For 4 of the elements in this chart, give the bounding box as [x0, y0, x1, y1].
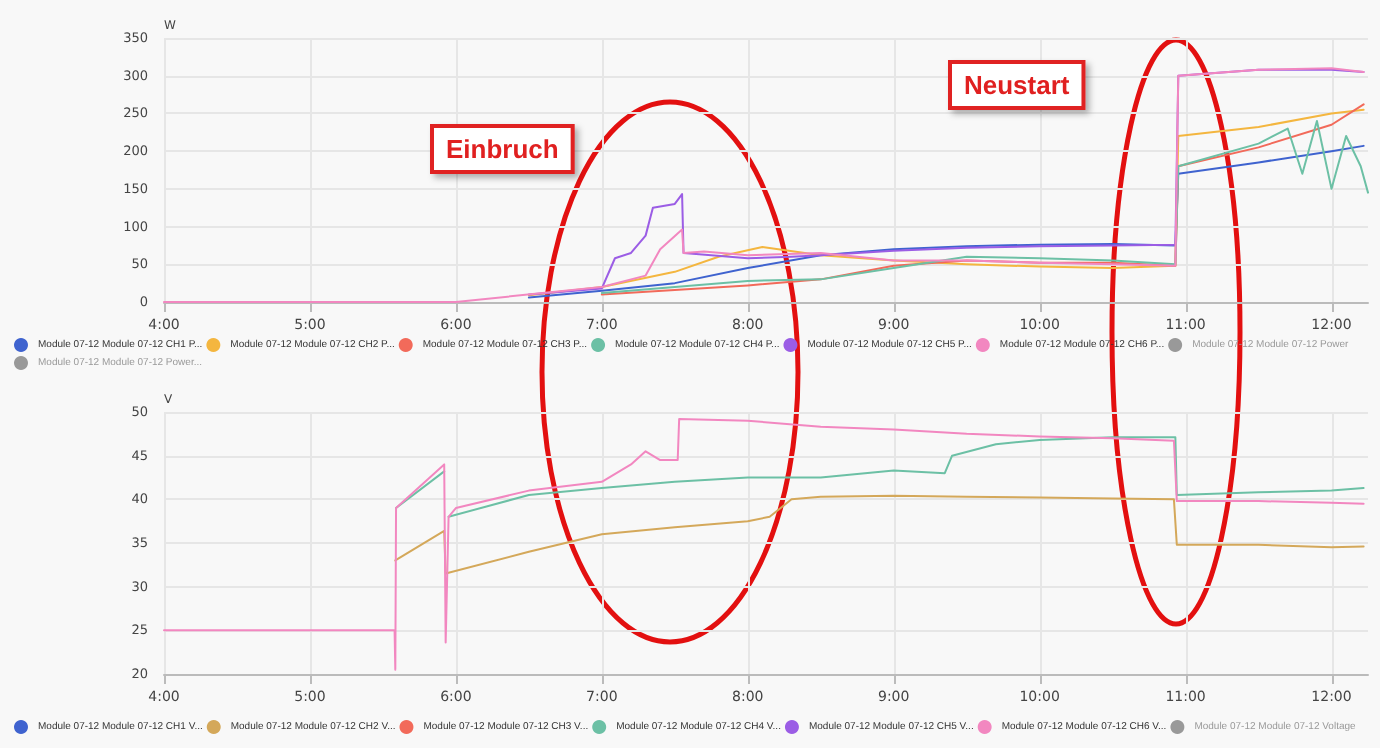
annotation: Neustart: [964, 70, 1071, 100]
annotation: Einbruch: [446, 134, 559, 164]
line-series: [394, 494, 1365, 575]
line-series: [163, 417, 1365, 671]
